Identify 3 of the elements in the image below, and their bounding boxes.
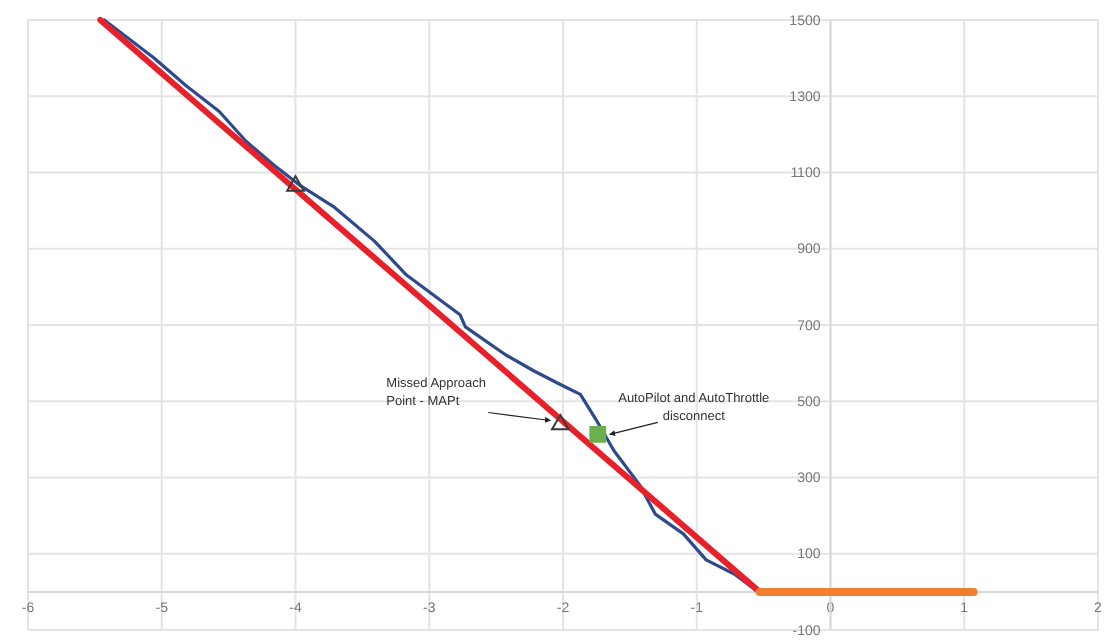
point (551, 413, 570, 431)
point (286, 175, 305, 192)
point (589, 426, 607, 443)
